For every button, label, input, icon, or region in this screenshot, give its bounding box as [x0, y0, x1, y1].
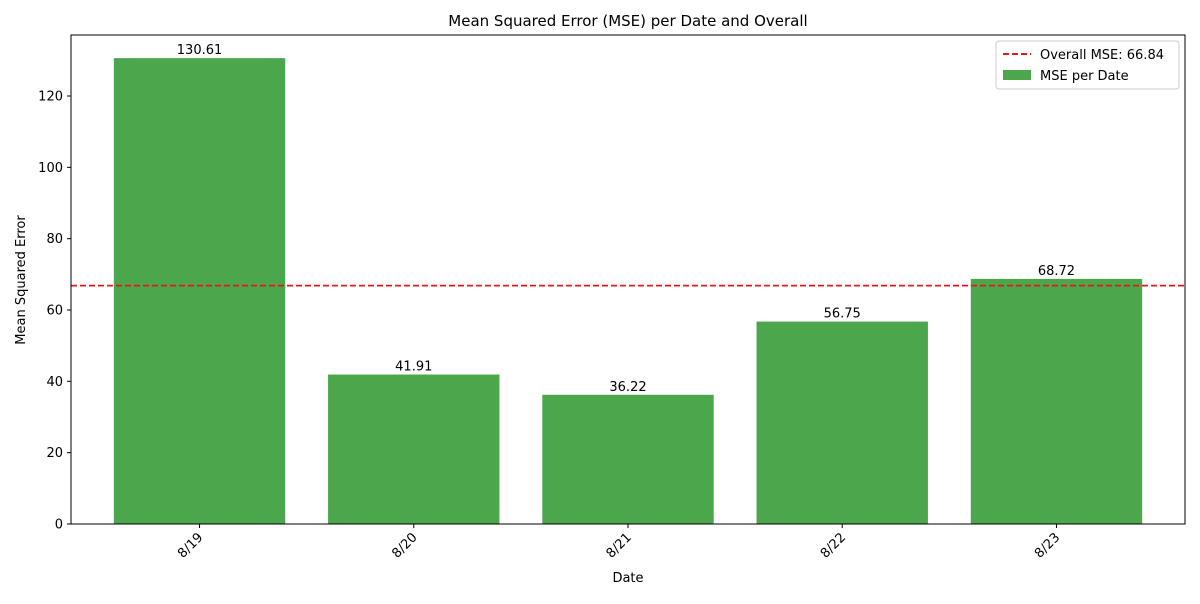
data-label-8-19: 130.61: [177, 43, 223, 58]
y-tick-label: 40: [46, 375, 63, 390]
legend-bar-series-label: MSE per Date: [1040, 69, 1129, 84]
x-tick-label-8-21: 8/21: [604, 530, 635, 561]
y-axis-label: Mean Squared Error: [14, 215, 29, 345]
legend-bar-swatch: [1003, 70, 1031, 80]
x-axis-label: Date: [612, 571, 643, 586]
legend-reference-line-label: Overall MSE: 66.84: [1040, 48, 1164, 63]
chart-title: Mean Squared Error (MSE) per Date and Ov…: [448, 12, 807, 30]
legend-box: [995, 40, 1180, 90]
y-tick-label: 0: [55, 518, 63, 533]
data-label-8-22: 56.75: [824, 307, 861, 322]
y-tick-label: 20: [46, 446, 63, 461]
y-tick-label: 80: [46, 232, 63, 247]
y-tick-label: 120: [38, 89, 63, 104]
data-label-8-21: 36.22: [609, 380, 646, 395]
bar-8-21: [542, 394, 714, 524]
bar-8-23: [970, 278, 1143, 524]
bar-8-20: [328, 374, 500, 524]
x-tick-label-8-20: 8/20: [389, 530, 420, 561]
y-tick-label: 100: [38, 161, 63, 176]
bar-8-22: [756, 321, 928, 524]
bar-8-19: [113, 58, 286, 525]
bars-layer: [113, 58, 1143, 525]
data-label-8-20: 41.91: [395, 360, 432, 375]
x-tick-label-8-23: 8/23: [1032, 530, 1063, 561]
data-label-8-23: 68.72: [1038, 264, 1075, 279]
data-labels-layer: 130.61 41.91 36.22 56.75 68.72: [177, 43, 1075, 395]
legend: Overall MSE: 66.84 MSE per Date: [995, 40, 1180, 90]
y-tick-label: 60: [46, 303, 63, 318]
x-tick-label-8-22: 8/22: [818, 530, 849, 561]
x-tick-label-8-19: 8/19: [175, 530, 206, 561]
